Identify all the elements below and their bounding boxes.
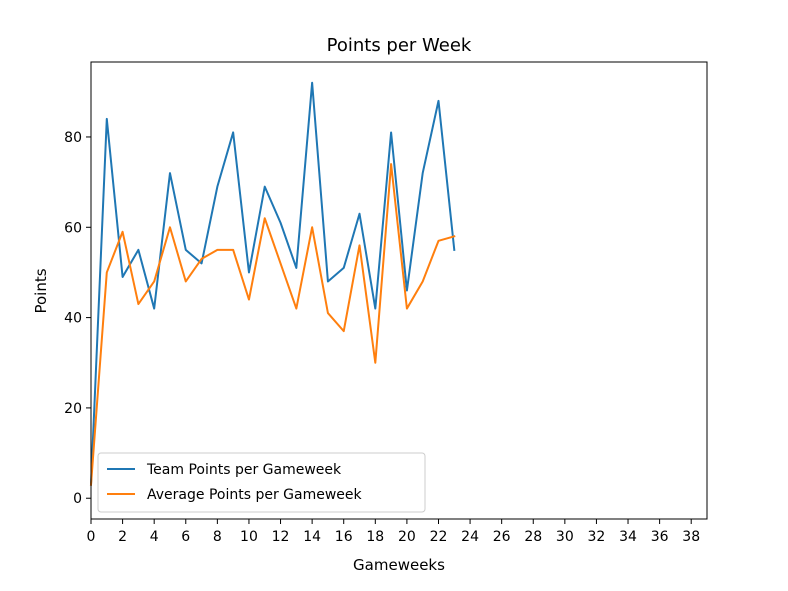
series-layer: [89, 81, 456, 486]
x-tick-label: 36: [651, 529, 669, 545]
legend-label: Team Points per Gameweek: [146, 462, 342, 478]
legend: Team Points per Gameweek Average Points p…: [97, 452, 426, 513]
y-tick-label: 40: [64, 311, 82, 327]
x-tick-label: 32: [588, 529, 606, 545]
y-tick-label: 0: [73, 491, 82, 507]
series-line-0: [89, 81, 456, 486]
x-tick-label: 10: [240, 529, 258, 545]
x-tick-label: 6: [181, 529, 190, 545]
x-tick-label: 24: [461, 529, 479, 545]
x-tick-label: 34: [619, 529, 637, 545]
x-tick-label: 12: [272, 529, 290, 545]
x-axis: 0 2 4 6 8 10 12 14 16 18 20 22 24 26 28 30 32 34 36 38: [87, 519, 700, 545]
x-axis-label: Gameweeks: [353, 556, 445, 574]
x-tick-label: 18: [366, 529, 384, 545]
y-tick-label: 20: [64, 401, 82, 417]
x-tick-label: 16: [335, 529, 353, 545]
x-tick-label: 0: [87, 529, 96, 545]
x-tick-label: 14: [303, 529, 321, 545]
y-tick-label: 60: [64, 220, 82, 236]
x-tick-label: 38: [682, 529, 700, 545]
x-tick-label: 2: [118, 529, 127, 545]
x-tick-label: 28: [524, 529, 542, 545]
y-axis-label: Points: [32, 268, 50, 313]
legend-box: [97, 452, 426, 513]
series-line-1: [89, 163, 456, 486]
y-axis: 0 20 40 60 80: [64, 130, 91, 507]
y-tick-label: 80: [64, 130, 82, 146]
x-tick-label: 30: [556, 529, 574, 545]
x-tick-label: 20: [398, 529, 416, 545]
chart-title: Points per Week: [327, 35, 472, 56]
x-tick-label: 8: [213, 529, 222, 545]
x-tick-label: 4: [150, 529, 159, 545]
plot-frame: [90, 61, 708, 520]
legend-label: Average Points per Gameweek: [147, 487, 363, 503]
x-tick-label: 26: [493, 529, 511, 545]
x-tick-label: 22: [430, 529, 448, 545]
